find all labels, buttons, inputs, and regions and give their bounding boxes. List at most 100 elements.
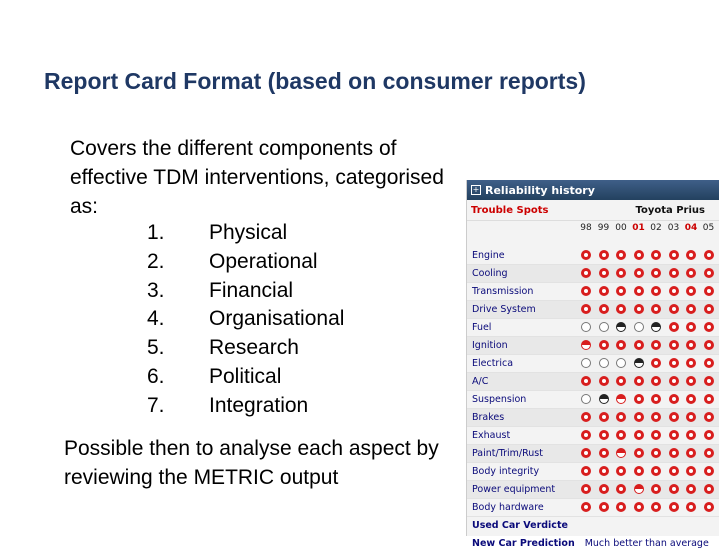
- model-year: 00: [615, 223, 627, 233]
- rating-dot-icon: [598, 358, 609, 368]
- rating-dot-icon: [616, 394, 626, 404]
- trouble-spot-row: Power equipment: [467, 481, 719, 499]
- rating-dot-icon: [581, 250, 591, 260]
- trouble-spot-row: Body hardware: [467, 499, 719, 517]
- trouble-spot-row: Drive System: [467, 301, 719, 319]
- rating-dot-icon: [633, 304, 644, 314]
- rating-dot-icon: [616, 430, 626, 440]
- list-item: 2. Operational: [147, 248, 344, 277]
- trouble-spot-row: Body integrity: [467, 463, 719, 481]
- trouble-spot-row: Fuel: [467, 319, 719, 337]
- rating-dot-icon: [668, 358, 679, 368]
- model-years-row: 98 99 00 01 02 03 04 05: [467, 221, 719, 237]
- trouble-spot-row: Electrica: [467, 355, 719, 373]
- trouble-spot-label: Ignition: [472, 340, 508, 351]
- rating-dot-icon: [703, 376, 714, 386]
- rating-dot-icon: [598, 376, 609, 386]
- trouble-spot-label: Electrica: [472, 358, 514, 369]
- list-number: 1.: [147, 221, 165, 244]
- trouble-spot-label: Body hardware: [472, 502, 544, 513]
- trouble-spots-label: Trouble Spots: [471, 204, 549, 216]
- rating-dot-icon: [581, 358, 591, 368]
- rating-dot-icon: [651, 268, 661, 278]
- trouble-spot-label: Cooling: [472, 268, 508, 279]
- list-label: Financial: [209, 278, 294, 302]
- reliability-header: + Reliability history: [467, 180, 719, 200]
- rating-dot-icon: [651, 466, 661, 476]
- rating-dot-icon: [668, 466, 679, 476]
- rating-dot-icon: [686, 268, 696, 278]
- expand-icon[interactable]: +: [471, 185, 481, 195]
- rating-dot-icon: [651, 340, 661, 350]
- rating-dot-icon: [616, 286, 626, 296]
- rating-dot-icon: [633, 430, 644, 440]
- list-label: Operational: [209, 249, 318, 273]
- outro-text: Possible then to analyse each aspect by …: [64, 437, 439, 489]
- model-year: 02: [650, 223, 662, 233]
- model-year: 98: [580, 223, 592, 233]
- list-number: 7.: [147, 393, 165, 417]
- rating-dot-icon: [581, 448, 591, 458]
- list-number: 3.: [147, 278, 165, 302]
- rating-dot-icon: [581, 394, 591, 404]
- list-number: 5.: [147, 336, 165, 360]
- rating-dot-icon: [668, 448, 679, 458]
- trouble-spot-label: Drive System: [472, 304, 536, 315]
- trouble-spot-label: Brakes: [472, 412, 505, 423]
- rating-dot-icon: [581, 340, 591, 350]
- rating-dot-icon: [651, 484, 661, 494]
- trouble-spot-label: Transmission: [472, 286, 534, 297]
- list-number: 6.: [147, 364, 165, 388]
- rating-dot-icon: [633, 394, 644, 404]
- rating-dot-icon: [598, 340, 609, 350]
- rating-dot-icon: [686, 340, 696, 350]
- trouble-spot-rows: Engine Cooling Transmission Drive System Fue…: [467, 247, 719, 517]
- trouble-spot-label: Engine: [472, 250, 505, 261]
- rating-dot-icon: [616, 340, 626, 350]
- rating-dot-icon: [633, 286, 644, 296]
- rating-dot-icon: [651, 322, 661, 332]
- rating-dot-icon: [668, 502, 679, 512]
- rating-dot-icon: [703, 466, 714, 476]
- rating-dot-icon: [616, 412, 626, 422]
- rating-dot-icon: [633, 502, 644, 512]
- reliability-history-panel: + Reliability history Trouble Spots Toyo…: [466, 180, 719, 549]
- rating-dot-icon: [616, 376, 626, 386]
- rating-dot-icon: [651, 304, 661, 314]
- rating-dot-icon: [668, 484, 679, 494]
- rating-dot-icon: [686, 502, 696, 512]
- rating-dot-icon: [703, 358, 714, 368]
- rating-dot-icon: [703, 502, 714, 512]
- rating-dot-icon: [581, 286, 591, 296]
- rating-dot-icon: [703, 430, 714, 440]
- rating-dot-icon: [598, 466, 609, 476]
- rating-dot-icon: [598, 304, 609, 314]
- rating-dot-icon: [686, 322, 696, 332]
- trouble-spot-row: Transmission: [467, 283, 719, 301]
- rating-dot-icon: [633, 322, 644, 332]
- trouble-spot-label: A/C: [472, 376, 489, 387]
- list-label: Organisational: [209, 307, 345, 331]
- rating-dot-icon: [633, 358, 644, 368]
- rating-dot-icon: [703, 304, 714, 314]
- rating-dot-icon: [686, 448, 696, 458]
- rating-dot-icon: [686, 412, 696, 422]
- rating-dot-icon: [633, 250, 644, 260]
- list-item: 6. Political: [147, 363, 344, 392]
- trouble-spot-label: Body integrity: [472, 466, 540, 477]
- rating-dot-icon: [633, 340, 644, 350]
- trouble-spot-row: Brakes: [467, 409, 719, 427]
- rating-dot-icon: [686, 250, 696, 260]
- rating-dot-icon: [703, 286, 714, 296]
- rating-dot-icon: [686, 394, 696, 404]
- car-model-label: Toyota Prius: [635, 204, 705, 216]
- rating-dot-icon: [703, 250, 714, 260]
- rating-dot-icon: [633, 448, 644, 458]
- rating-dot-icon: [703, 322, 714, 332]
- rating-dot-icon: [651, 376, 661, 386]
- model-year: 99: [597, 223, 610, 233]
- rating-dot-icon: [616, 322, 626, 332]
- rating-dot-icon: [668, 412, 679, 422]
- rating-dot-icon: [703, 340, 714, 350]
- rating-dot-icon: [616, 304, 626, 314]
